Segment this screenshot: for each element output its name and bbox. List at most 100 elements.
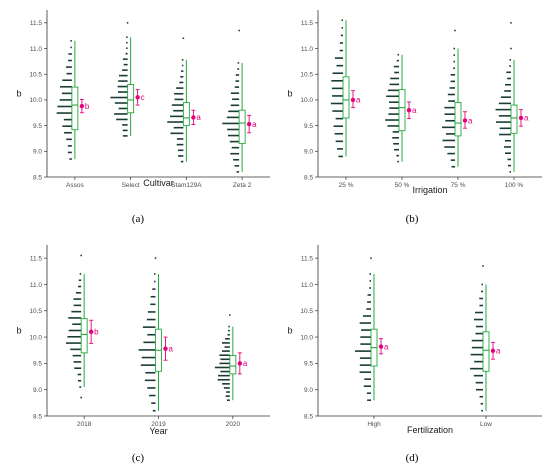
dot-strip bbox=[394, 71, 399, 74]
dot-strip bbox=[79, 386, 82, 388]
dot-strip bbox=[174, 92, 184, 95]
dot-strip bbox=[224, 346, 230, 348]
dot-strip bbox=[173, 126, 184, 129]
dot-strip bbox=[387, 89, 399, 92]
dot-strip bbox=[230, 92, 240, 94]
dot-strip bbox=[74, 367, 82, 370]
dot-strip bbox=[151, 402, 156, 404]
dot-strip bbox=[174, 98, 184, 101]
dot-strip bbox=[509, 65, 511, 67]
dot-strip bbox=[359, 364, 371, 366]
dot-strip bbox=[507, 158, 511, 161]
y-tick-label: 9.0 bbox=[33, 149, 42, 156]
mean-point bbox=[237, 361, 243, 366]
y-tick-label: 11.5 bbox=[30, 255, 43, 262]
dot-strip bbox=[141, 356, 156, 359]
dot-strip bbox=[218, 374, 230, 377]
y-tick-label: 11.0 bbox=[30, 46, 43, 53]
dot-strip bbox=[367, 399, 371, 402]
dot-strip bbox=[72, 354, 82, 357]
dot-strip bbox=[453, 67, 455, 70]
outlier-point bbox=[182, 37, 185, 40]
dot-strip bbox=[473, 318, 483, 321]
dot-strip bbox=[75, 291, 82, 294]
dot-strip bbox=[360, 336, 371, 338]
y-tick-label: 11.0 bbox=[301, 282, 314, 289]
y-tick-label: 10.0 bbox=[29, 97, 42, 104]
dot-strip bbox=[228, 134, 240, 137]
dot-strip bbox=[118, 74, 128, 77]
dot-strip bbox=[359, 371, 371, 373]
outlier-point bbox=[80, 396, 83, 399]
y-tick-label: 10.5 bbox=[29, 72, 42, 79]
dot-strip bbox=[116, 118, 128, 121]
dot-strip bbox=[474, 360, 483, 363]
caption-c: (c) bbox=[132, 452, 145, 464]
dot-strip bbox=[396, 154, 399, 157]
dot-strip bbox=[475, 332, 483, 335]
mean-point bbox=[462, 118, 468, 123]
dot-strip bbox=[77, 285, 82, 288]
dot-strip bbox=[448, 100, 455, 102]
dot-strip bbox=[149, 394, 156, 397]
dot-strip bbox=[219, 362, 230, 365]
dot-strip bbox=[217, 378, 230, 381]
dot-strip bbox=[126, 47, 128, 49]
dot-strip bbox=[390, 77, 399, 80]
dot-strip bbox=[230, 104, 240, 107]
x-tick-label: 2018 bbox=[77, 421, 92, 428]
dot-strip bbox=[442, 139, 455, 142]
dot-strip bbox=[479, 304, 483, 307]
dot-strip bbox=[507, 77, 511, 80]
dot-strip bbox=[479, 297, 483, 300]
x-tick-label: Zeta 2 bbox=[233, 182, 252, 189]
dot-strip bbox=[144, 379, 156, 382]
dot-strip bbox=[123, 63, 128, 66]
box-rect bbox=[398, 89, 406, 132]
x-tick-label: 2019 bbox=[151, 421, 166, 428]
dot-strip bbox=[122, 58, 128, 60]
dot-strip bbox=[354, 350, 371, 352]
dot-strip bbox=[471, 339, 483, 342]
mean-point bbox=[191, 115, 196, 120]
dot-strip bbox=[341, 19, 343, 22]
dot-strip bbox=[228, 329, 230, 332]
dot-strip bbox=[366, 392, 371, 394]
significance-letter: a bbox=[243, 359, 248, 368]
dot-strip bbox=[333, 125, 343, 127]
dot-strip bbox=[65, 66, 72, 68]
outlier-point bbox=[80, 254, 83, 257]
x-tick-label: 75 % bbox=[451, 182, 466, 189]
dot-strip bbox=[499, 127, 511, 130]
box-rect bbox=[229, 355, 237, 375]
dot-strip bbox=[396, 59, 399, 62]
dot-strip bbox=[507, 164, 511, 167]
dot-strip bbox=[392, 131, 399, 133]
dot-strip bbox=[57, 105, 72, 108]
y-tick-label: 11.5 bbox=[301, 255, 314, 262]
dot-strip bbox=[506, 71, 511, 74]
dot-strip bbox=[152, 288, 156, 290]
dot-strip bbox=[173, 109, 184, 112]
dot-strip bbox=[453, 60, 455, 63]
dot-strip bbox=[388, 113, 399, 115]
dot-strip bbox=[366, 308, 371, 310]
dot-strip bbox=[67, 151, 72, 154]
dot-strip bbox=[59, 99, 72, 101]
x-tick-label: Select bbox=[122, 182, 140, 189]
dot-strip bbox=[73, 298, 82, 300]
dot-strip bbox=[229, 140, 240, 143]
dot-strip bbox=[225, 395, 230, 397]
y-axis-title: b bbox=[16, 326, 21, 336]
dot-strip bbox=[335, 140, 343, 143]
mean-point bbox=[378, 344, 384, 349]
dot-strip bbox=[70, 46, 72, 49]
dot-strip bbox=[504, 90, 511, 92]
dot-strip bbox=[222, 122, 240, 125]
dot-strip bbox=[66, 138, 72, 141]
dot-strip bbox=[393, 65, 399, 68]
dot-strip bbox=[359, 322, 371, 324]
y-tick-label: 8.5 bbox=[33, 413, 42, 420]
dot-strip bbox=[236, 171, 240, 173]
dot-strip bbox=[220, 370, 230, 373]
